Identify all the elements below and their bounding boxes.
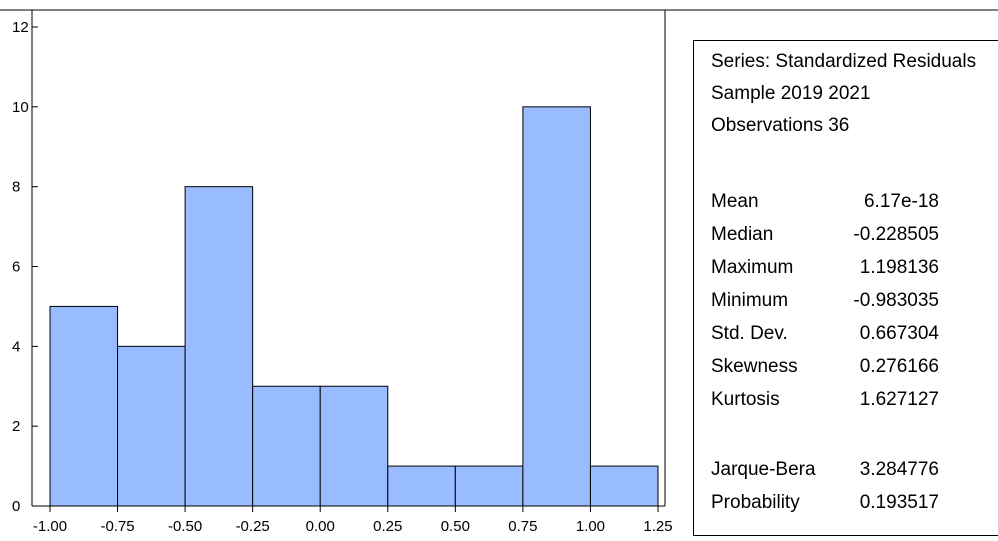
histogram-bar-7 [522,106,591,507]
stat-label-minimum: Minimum [711,290,789,311]
y-tick-label-12: 12 [12,19,29,36]
stat-value-kurtosis: 1.627127 [859,389,939,410]
stat-label-median: Median [711,224,774,245]
stat-value-jarque-bera: 3.284776 [859,459,939,480]
stat-label-jarque-bera: Jarque-Bera [711,459,816,480]
x-tick-label-2: -0.50 [168,518,202,535]
x-tick-label-4: 0.00 [306,518,335,535]
x-tick-label-6: 0.50 [441,518,470,535]
stat-value-mean: 6.17e-18 [863,191,939,212]
ticks-layer: 0 2 4 6 8 10 12 -1.00 -0.75 -0.50 -0.25 0.00 0.25 0.5… [12,19,673,535]
stat-value-skewness: 0.276166 [859,356,939,377]
stat-value-probability: 0.193517 [859,492,939,513]
observations-count: Observations 36 [711,115,850,136]
y-tick-label-10: 10 [12,99,29,116]
stat-value-minimum: -0.983035 [853,290,939,311]
x-tick-label-1: -0.75 [100,518,134,535]
histogram-bar-5 [387,465,456,507]
stat-label-skewness: Skewness [711,356,798,377]
histogram-bar-2 [184,186,254,507]
y-tick-label-8: 8 [12,179,20,196]
y-tick-label-2: 2 [12,418,20,435]
series-name: Series: Standardized Residuals [711,51,977,72]
stat-label-probability: Probability [711,492,800,513]
histogram-bar-1 [117,345,186,507]
x-tick-label-0: -1.00 [33,518,67,535]
x-tick-label-9: 1.25 [643,518,672,535]
histogram-bar-3 [252,385,321,507]
x-tick-label-3: -0.25 [236,518,270,535]
stat-label-mean: Mean [711,191,759,212]
y-tick-label-6: 6 [12,259,20,276]
stat-value-median: -0.228505 [853,224,939,245]
y-tick-label-4: 4 [12,338,20,355]
stat-value-std-dev: 0.667304 [859,323,939,344]
y-tick-label-0: 0 [12,498,20,515]
stat-value-maximum: 1.198136 [859,257,939,278]
bars-layer [49,106,659,507]
histogram-bar-0 [49,305,119,507]
x-tick-label-5: 0.25 [373,518,402,535]
stat-label-kurtosis: Kurtosis [711,389,780,410]
x-tick-label-7: 0.75 [508,518,537,535]
histogram-bar-4 [319,385,389,507]
stat-label-std-dev: Std. Dev. [711,323,788,344]
x-tick-label-8: 1.00 [576,518,605,535]
stat-label-maximum: Maximum [711,257,794,278]
statistics-panel: Series: Standardized Residuals Sample 20… [693,40,998,536]
sample-range: Sample 2019 2021 [711,83,871,104]
axes-layer [0,9,998,507]
histogram-bar-8 [589,465,659,507]
histogram-bar-6 [454,465,524,507]
